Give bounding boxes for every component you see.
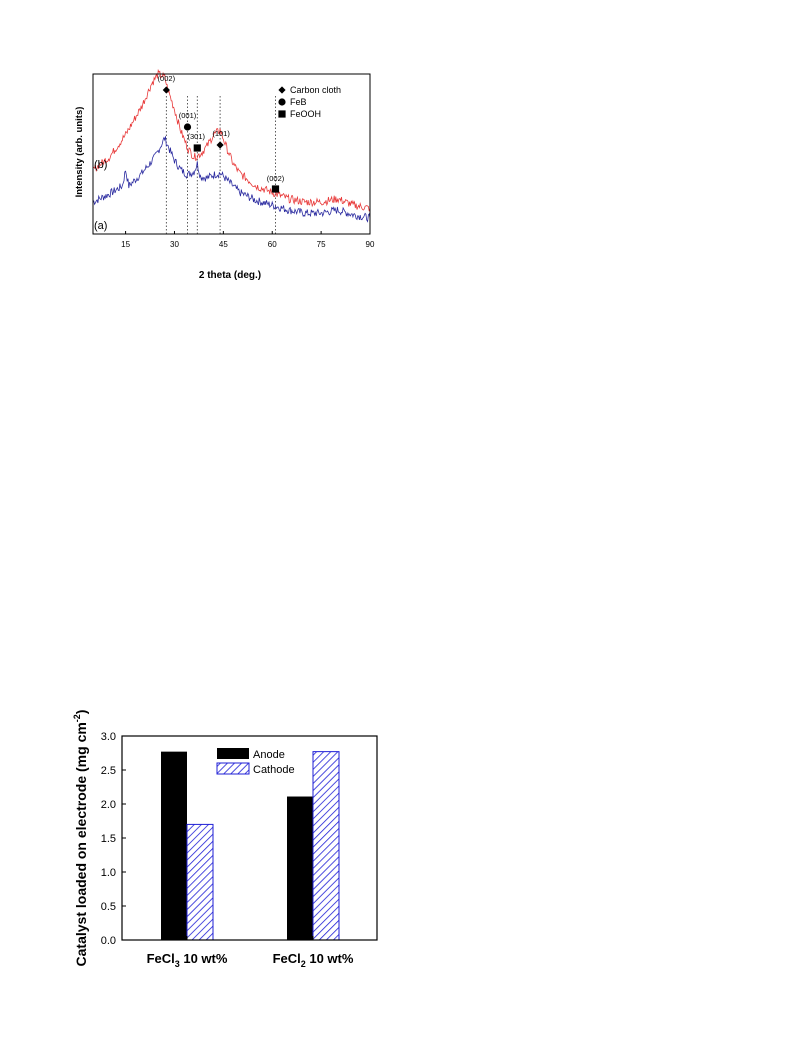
- bar-legend-label: Cathode: [253, 764, 295, 776]
- xrd-peak-label: (002): [158, 74, 176, 83]
- bar-anode-fecl3: [161, 751, 187, 940]
- bar-y-ticks: 0.0 0.5 1.0 1.5 2.0 2.5 3.0: [101, 731, 126, 947]
- bar-y-tick-label: 3.0: [101, 731, 116, 743]
- bar-y-axis-label-sup: -2: [72, 714, 82, 722]
- bar-y-tick-label: 1.0: [101, 867, 116, 879]
- xrd-legend-label: FeOOH: [290, 109, 321, 119]
- xrd-x-tick-label: 15: [121, 240, 130, 249]
- bar-legend: Anode Cathode: [216, 748, 295, 776]
- bar-category-label: FeCl2 10 wt%: [273, 951, 354, 969]
- bar-x-category-labels: FeCl3 10 wt% FeCl2 10 wt%: [147, 936, 354, 969]
- bar-y-tick-label: 1.5: [101, 833, 116, 845]
- xrd-series-line-a: [92, 136, 371, 223]
- bar-cathode-fecl2: [312, 751, 340, 941]
- xrd-x-axis-label: 2 theta (deg.): [199, 270, 261, 281]
- bar-category-label-rest: 10 wt%: [306, 951, 354, 966]
- xrd-x-tick-label: 30: [170, 240, 179, 249]
- xrd-legend-square-icon: [278, 110, 286, 118]
- xrd-peak-marker-circle: [183, 123, 192, 131]
- bar-anode-fecl2: [287, 796, 313, 940]
- xrd-legend-diamond-icon: [278, 86, 286, 94]
- xrd-chart: 15 30 45 60 75 90 (002) (001) (301) (101) (002) (…: [74, 68, 375, 281]
- xrd-x-tick-label: 75: [317, 240, 326, 249]
- xrd-series-group: [92, 68, 371, 223]
- xrd-y-axis-label: Intensity (arb. units): [74, 107, 85, 198]
- bar-y-axis-label: Catalyst loaded on electrode (mg cm-2): [72, 710, 89, 967]
- xrd-curve-label: (b): [94, 159, 107, 171]
- xrd-peak-label: (301): [188, 132, 206, 141]
- bar-y-tick-label: 0.0: [101, 935, 116, 947]
- xrd-x-ticks: 15 30 45 60 75 90: [121, 231, 375, 249]
- bar-chart: 0.00.51.01.52.02.53.0 FeCl3 10 wt% FeCl2 …: [72, 710, 378, 969]
- xrd-peak-marker-diamond: [162, 86, 170, 94]
- bar-category-label: FeCl3 10 wt%: [147, 951, 228, 969]
- xrd-legend-label: FeB: [290, 97, 307, 107]
- xrd-peak-label: (001): [179, 111, 197, 120]
- xrd-peak-markers: (002) (001) (301) (101) (002): [158, 74, 285, 193]
- xrd-plot-frame: [92, 73, 371, 235]
- xrd-peak-label: (101): [212, 129, 230, 138]
- bar-category-label-rest: 10 wt%: [180, 951, 228, 966]
- bar-series-group: [161, 751, 340, 941]
- xrd-x-tick-label: 45: [219, 240, 228, 249]
- xrd-curve-labels: (a) (b): [94, 159, 107, 232]
- bar-y-tick-label: 2.0: [101, 799, 116, 811]
- bar-legend-label: Anode: [253, 749, 285, 761]
- bar-y-axis-label-close: ): [73, 710, 89, 715]
- xrd-peak-label: (002): [267, 174, 285, 183]
- bar-y-tick-label: 2.5: [101, 765, 116, 777]
- xrd-peak-marker-square: [271, 185, 280, 193]
- bar-y-tick-label: 0.5: [101, 901, 116, 913]
- xrd-legend-label: Carbon cloth: [290, 85, 341, 95]
- bar-y-axis-label-main: Catalyst loaded on electrode (mg cm: [73, 722, 89, 966]
- bar-cathode-fecl3: [186, 823, 214, 941]
- bar-category-label-base: FeCl: [273, 951, 301, 966]
- xrd-legend-circle-icon: [278, 98, 286, 106]
- xrd-legend: Carbon cloth FeB FeOOH: [278, 85, 341, 119]
- xrd-x-tick-label: 60: [268, 240, 277, 249]
- xrd-peak-marker-diamond: [216, 141, 224, 149]
- xrd-peak-marker-square: [193, 144, 201, 152]
- bar-category-label-base: FeCl: [147, 951, 175, 966]
- bar-category-label-sub: 3: [175, 959, 180, 969]
- xrd-curve-label: (a): [94, 220, 107, 232]
- bar-legend-swatch-cathode: [216, 762, 250, 775]
- xrd-x-tick-label: 90: [366, 240, 375, 249]
- bar-legend-swatch-anode: [217, 748, 249, 759]
- bar-category-label-sub: 2: [301, 959, 306, 969]
- xrd-series-line-b: [92, 68, 371, 212]
